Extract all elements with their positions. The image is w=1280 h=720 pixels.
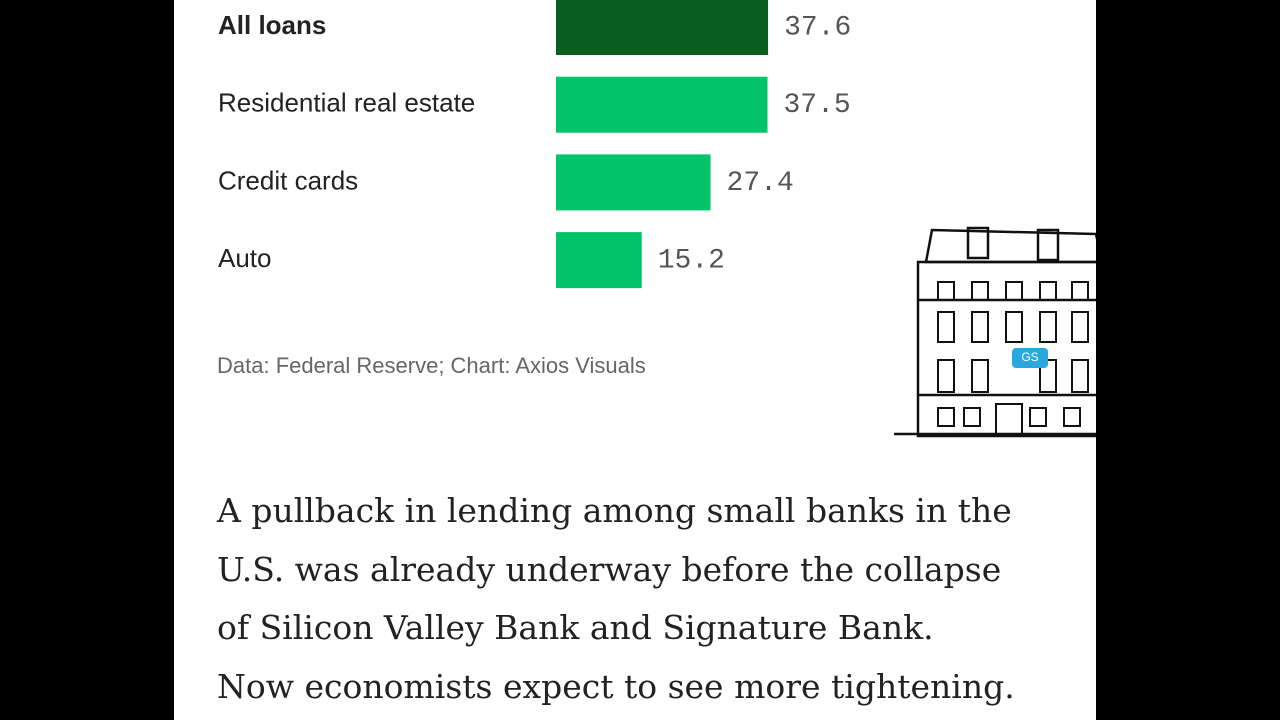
chart-source: Data: Federal Reserve; Chart: Axios Visu… [217,353,646,378]
category-label: Auto [218,243,272,273]
value-label: 27.4 [727,168,794,199]
article-line: Now economists expect to see more tighte… [217,666,1015,706]
article-line: A pullback in lending among small banks … [217,491,1012,530]
value-label: 15.2 [658,245,725,276]
category-label: Residential real estate [218,88,475,118]
value-label: 37.5 [784,90,851,121]
bar [556,232,642,289]
value-label: 37.6 [784,12,851,43]
chart: Data: Federal Reserve; Chart: Axios Visu… [217,0,1096,438]
article-line: U.S. was already underway before the col… [217,549,1002,589]
article-paragraph: A pullback in lending among small banks … [217,482,1015,716]
article-line: of Silicon Valley Bank and Signature Ban… [217,608,934,647]
building-illustration [894,226,1096,438]
bar [556,154,711,211]
bar [556,76,768,133]
category-label: All loans [218,10,326,40]
building-sign: GS [1021,350,1038,364]
article-page: Data: Federal Reserve; Chart: Axios Visu… [174,0,1096,720]
category-label: Credit cards [218,165,358,195]
bar [556,0,769,55]
